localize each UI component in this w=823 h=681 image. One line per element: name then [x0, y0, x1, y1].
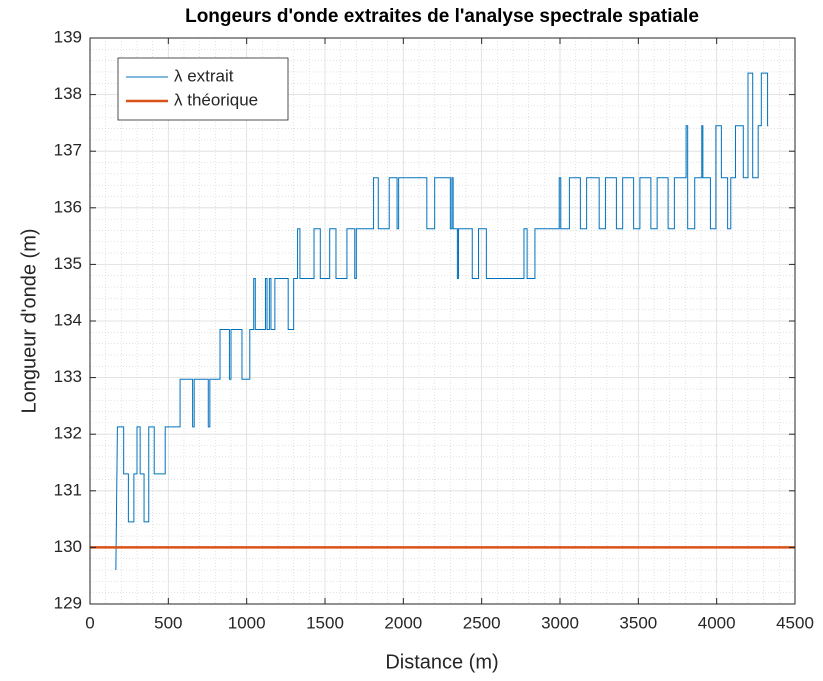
x-tick-label: 4500	[776, 613, 814, 632]
x-tick-label: 2000	[384, 613, 422, 632]
legend-label: λ extrait	[174, 66, 234, 85]
y-tick-label: 131	[54, 480, 82, 499]
y-tick-label: 132	[54, 424, 82, 443]
ticks: 0 500 1000 1500 2000 2500 3000 3500 4000 4500 129 1…	[54, 27, 814, 632]
legend-label: λ théorique	[174, 90, 258, 109]
y-tick-label: 134	[54, 310, 82, 329]
legend: λ extrait λ théorique	[117, 57, 289, 121]
data-line	[115, 72, 769, 571]
x-tick-label: 3500	[619, 613, 657, 632]
y-tick-label: 138	[54, 84, 82, 103]
y-axis-label: Longueur d'onde (m)	[18, 228, 40, 413]
x-tick-label: 1500	[306, 613, 344, 632]
x-axis-label: Distance (m)	[385, 651, 498, 673]
lines	[90, 72, 795, 571]
y-tick-label: 136	[54, 197, 82, 216]
x-tick-label: 1000	[228, 613, 266, 632]
y-tick-label: 130	[54, 537, 82, 556]
y-tick-label: 129	[54, 593, 82, 612]
grid	[89, 37, 796, 605]
chart-title: Longeurs d'onde extraites de l'analyse s…	[185, 6, 699, 27]
x-tick-label: 4000	[698, 613, 736, 632]
y-tick-label: 135	[54, 254, 82, 273]
legend-box	[117, 57, 289, 121]
x-tick-label: 2500	[463, 613, 501, 632]
y-tick-label: 139	[54, 27, 82, 46]
y-tick-label: 133	[54, 367, 82, 386]
x-tick-label: 0	[85, 613, 94, 632]
y-tick-label: 137	[54, 141, 82, 160]
x-tick-label: 3000	[541, 613, 579, 632]
x-tick-label: 500	[154, 613, 182, 632]
